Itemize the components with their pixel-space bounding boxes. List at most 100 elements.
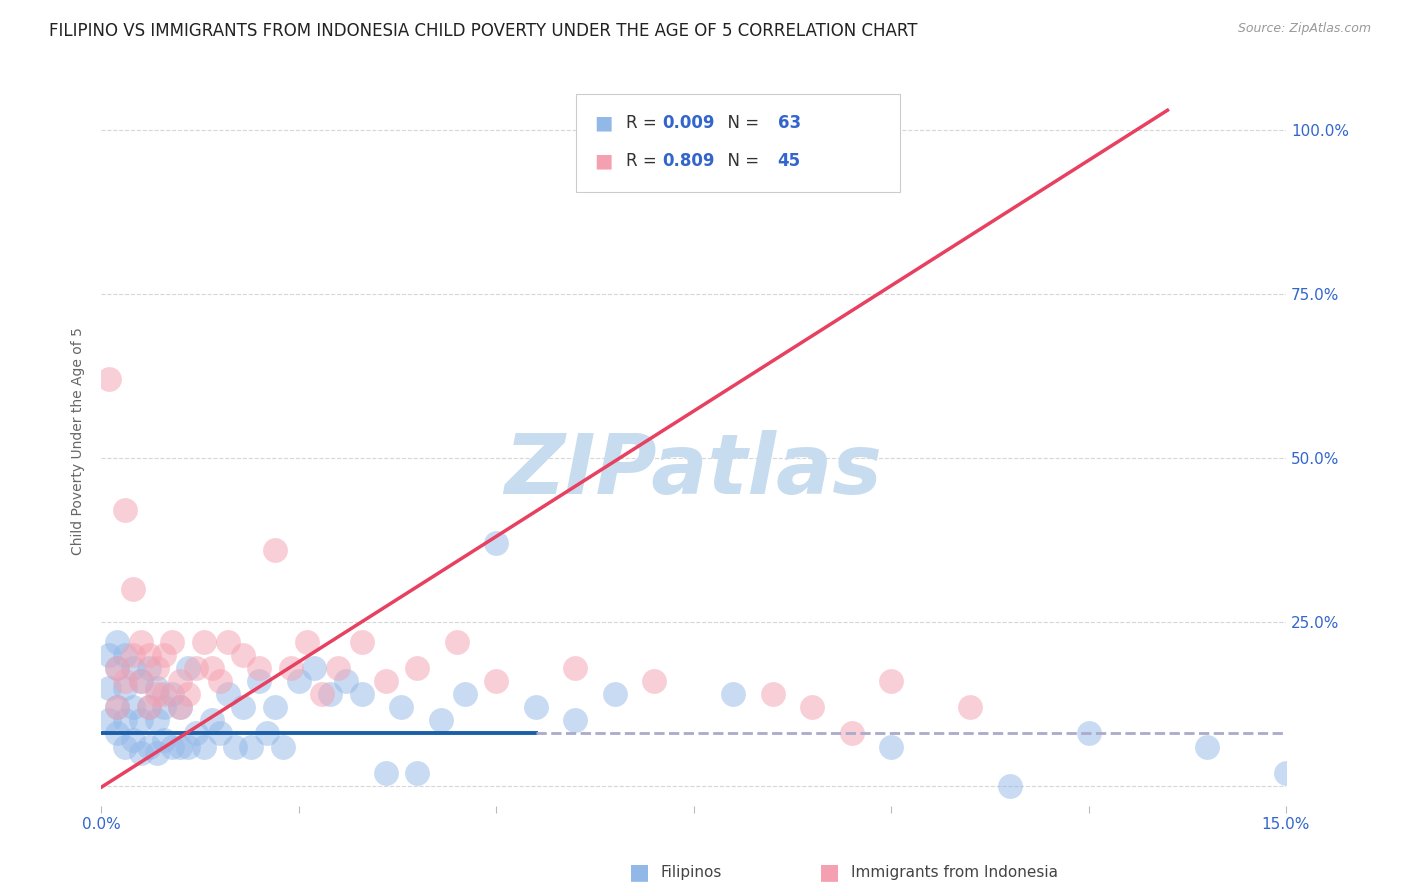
Point	[374, 673, 396, 688]
Point	[406, 765, 429, 780]
Text: N =: N =	[717, 152, 765, 169]
Point	[129, 634, 152, 648]
Point	[129, 673, 152, 688]
Point	[256, 726, 278, 740]
Point	[169, 700, 191, 714]
Point	[114, 739, 136, 754]
Point	[121, 733, 143, 747]
Point	[145, 714, 167, 728]
Point	[453, 687, 475, 701]
Point	[98, 648, 121, 662]
Point	[177, 739, 200, 754]
Point	[114, 714, 136, 728]
Point	[208, 673, 231, 688]
Point	[105, 661, 128, 675]
Point	[564, 661, 586, 675]
Point	[311, 687, 333, 701]
Point	[271, 739, 294, 754]
Point	[169, 739, 191, 754]
Point	[374, 765, 396, 780]
Point	[138, 648, 160, 662]
Text: FILIPINO VS IMMIGRANTS FROM INDONESIA CHILD POVERTY UNDER THE AGE OF 5 CORRELATI: FILIPINO VS IMMIGRANTS FROM INDONESIA CH…	[49, 22, 918, 40]
Point	[193, 634, 215, 648]
Point	[114, 503, 136, 517]
Point	[121, 700, 143, 714]
Point	[761, 687, 783, 701]
Point	[129, 714, 152, 728]
Point	[114, 648, 136, 662]
Point	[319, 687, 342, 701]
Point	[201, 661, 224, 675]
Point	[643, 673, 665, 688]
Point	[114, 681, 136, 695]
Point	[114, 673, 136, 688]
Text: R =: R =	[626, 114, 662, 132]
Point	[721, 687, 744, 701]
Point	[880, 739, 903, 754]
Point	[193, 739, 215, 754]
Point	[138, 661, 160, 675]
Point	[169, 673, 191, 688]
Point	[446, 634, 468, 648]
Point	[138, 739, 160, 754]
Point	[201, 714, 224, 728]
Text: 0.809: 0.809	[662, 152, 714, 169]
Point	[129, 746, 152, 760]
Point	[184, 726, 207, 740]
Point	[406, 661, 429, 675]
Text: R =: R =	[626, 152, 662, 169]
Point	[247, 673, 270, 688]
Text: 45: 45	[778, 152, 800, 169]
Point	[224, 739, 246, 754]
Point	[177, 687, 200, 701]
Point	[240, 739, 263, 754]
Point	[153, 648, 176, 662]
Point	[121, 582, 143, 596]
Point	[295, 634, 318, 648]
Point	[138, 700, 160, 714]
Point	[682, 149, 704, 163]
Point	[264, 700, 287, 714]
Point	[169, 700, 191, 714]
Text: N =: N =	[717, 114, 765, 132]
Point	[105, 700, 128, 714]
Point	[177, 661, 200, 675]
Point	[389, 700, 412, 714]
Point	[98, 714, 121, 728]
Point	[1077, 726, 1099, 740]
Point	[98, 681, 121, 695]
Point	[485, 673, 508, 688]
Point	[430, 714, 453, 728]
Point	[98, 372, 121, 386]
Point	[217, 634, 239, 648]
Point	[153, 733, 176, 747]
Point	[217, 687, 239, 701]
Point	[105, 634, 128, 648]
Point	[328, 661, 350, 675]
Point	[162, 687, 184, 701]
Text: ZIPatlas: ZIPatlas	[505, 430, 883, 511]
Text: 63: 63	[778, 114, 800, 132]
Point	[1275, 765, 1298, 780]
Point	[162, 739, 184, 754]
Point	[564, 714, 586, 728]
Point	[162, 634, 184, 648]
Point	[121, 661, 143, 675]
Point	[998, 779, 1021, 793]
Point	[105, 661, 128, 675]
Point	[287, 673, 309, 688]
Point	[603, 687, 626, 701]
Text: Filipinos: Filipinos	[661, 865, 723, 880]
Point	[105, 726, 128, 740]
Point	[145, 687, 167, 701]
Point	[350, 634, 373, 648]
Text: Immigrants from Indonesia: Immigrants from Indonesia	[851, 865, 1057, 880]
Point	[304, 661, 326, 675]
Point	[153, 700, 176, 714]
Point	[129, 673, 152, 688]
Point	[485, 536, 508, 550]
Text: ■: ■	[595, 151, 613, 170]
Point	[841, 726, 863, 740]
Point	[524, 700, 547, 714]
Point	[184, 661, 207, 675]
